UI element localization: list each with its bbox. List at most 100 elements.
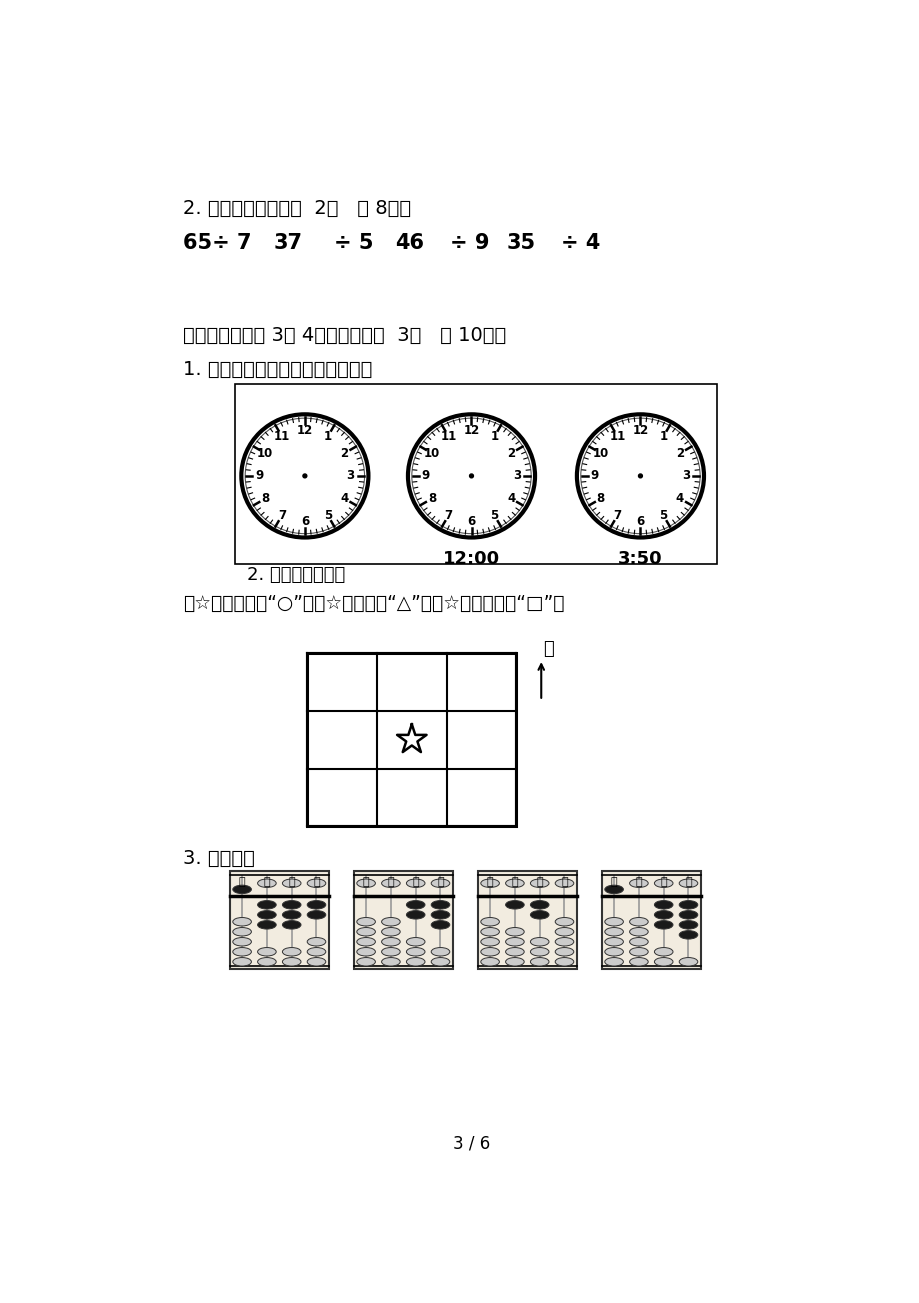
Ellipse shape <box>357 938 375 946</box>
Ellipse shape <box>530 938 549 946</box>
Ellipse shape <box>381 917 400 926</box>
Text: 方: 方 <box>610 877 617 887</box>
Ellipse shape <box>406 900 425 909</box>
Text: 9: 9 <box>255 469 263 482</box>
Text: 12: 12 <box>463 423 479 437</box>
Ellipse shape <box>357 958 375 966</box>
Text: 十: 十 <box>660 877 666 887</box>
Text: 12: 12 <box>631 423 648 437</box>
Ellipse shape <box>629 938 648 946</box>
Ellipse shape <box>576 414 703 538</box>
Text: 1: 1 <box>659 430 666 443</box>
Ellipse shape <box>554 928 573 936</box>
Circle shape <box>469 474 473 478</box>
Bar <box>477 870 576 969</box>
Ellipse shape <box>481 958 499 966</box>
Ellipse shape <box>604 885 623 894</box>
Ellipse shape <box>530 900 549 909</box>
Text: 12: 12 <box>297 423 312 437</box>
Ellipse shape <box>282 880 301 887</box>
Text: 3: 3 <box>681 469 689 482</box>
Text: 北: 北 <box>543 640 554 658</box>
Ellipse shape <box>505 958 524 966</box>
Circle shape <box>302 474 306 478</box>
Text: 5: 5 <box>323 508 332 521</box>
Ellipse shape <box>653 958 673 966</box>
Text: 4: 4 <box>506 493 515 506</box>
Ellipse shape <box>554 880 573 887</box>
Ellipse shape <box>233 958 251 966</box>
Ellipse shape <box>307 911 325 919</box>
Text: 11: 11 <box>608 430 625 443</box>
Text: 4: 4 <box>340 493 348 506</box>
Text: 个: 个 <box>437 877 443 887</box>
Ellipse shape <box>629 917 648 926</box>
Text: 2: 2 <box>340 447 348 460</box>
Ellipse shape <box>381 938 400 946</box>
Text: 3:50: 3:50 <box>618 550 662 568</box>
Ellipse shape <box>678 880 697 887</box>
Ellipse shape <box>505 880 524 887</box>
Ellipse shape <box>233 938 251 946</box>
Ellipse shape <box>431 900 449 909</box>
Text: 7: 7 <box>278 508 286 521</box>
Ellipse shape <box>257 921 276 929</box>
Ellipse shape <box>406 958 425 966</box>
Text: 1: 1 <box>490 430 498 443</box>
Ellipse shape <box>554 958 573 966</box>
Text: 十: 十 <box>412 877 418 887</box>
Text: 十: 十 <box>536 877 542 887</box>
Text: 7: 7 <box>444 508 452 521</box>
Ellipse shape <box>678 930 697 939</box>
Ellipse shape <box>604 947 623 956</box>
Ellipse shape <box>357 917 375 926</box>
Text: 百: 百 <box>387 877 393 887</box>
Text: 2. 用竖式计算（每题  2分   计 8分）: 2. 用竖式计算（每题 2分 计 8分） <box>183 199 411 218</box>
Text: 8: 8 <box>427 493 436 506</box>
Ellipse shape <box>245 418 364 534</box>
Text: 6: 6 <box>467 515 475 528</box>
Ellipse shape <box>554 947 573 956</box>
Text: 百: 百 <box>264 877 270 887</box>
Ellipse shape <box>481 928 499 936</box>
Ellipse shape <box>481 917 499 926</box>
Text: 12:00: 12:00 <box>442 550 500 568</box>
Text: 1. 给下面的钟面画上时针和分针。: 1. 给下面的钟面画上时针和分针。 <box>183 361 372 379</box>
Ellipse shape <box>604 938 623 946</box>
Text: 2: 2 <box>675 447 684 460</box>
Ellipse shape <box>233 917 251 926</box>
Ellipse shape <box>678 911 697 919</box>
Ellipse shape <box>282 921 301 929</box>
Ellipse shape <box>653 880 673 887</box>
Ellipse shape <box>233 928 251 936</box>
Ellipse shape <box>381 880 400 887</box>
Text: 2. 按要求画图形。: 2. 按要求画图形。 <box>246 566 345 584</box>
Ellipse shape <box>604 917 623 926</box>
Ellipse shape <box>431 880 449 887</box>
Text: 十: 十 <box>288 877 295 887</box>
Ellipse shape <box>307 938 325 946</box>
Ellipse shape <box>629 958 648 966</box>
Ellipse shape <box>381 958 400 966</box>
Text: 方: 方 <box>362 877 369 887</box>
Ellipse shape <box>257 900 276 909</box>
Ellipse shape <box>653 921 673 929</box>
Text: 46: 46 <box>395 233 424 253</box>
Ellipse shape <box>282 947 301 956</box>
Ellipse shape <box>653 911 673 919</box>
Ellipse shape <box>629 947 648 956</box>
Ellipse shape <box>406 947 425 956</box>
Ellipse shape <box>678 958 697 966</box>
Text: 5: 5 <box>490 508 498 521</box>
Ellipse shape <box>257 947 276 956</box>
Ellipse shape <box>282 958 301 966</box>
Text: 四、操作题（第 3题 4分，其余每题  3分   计 10分）: 四、操作题（第 3题 4分，其余每题 3分 计 10分） <box>183 326 505 345</box>
Ellipse shape <box>653 900 673 909</box>
Circle shape <box>638 474 641 478</box>
Ellipse shape <box>530 911 549 919</box>
Ellipse shape <box>431 947 449 956</box>
Text: 在☆的东南面画“○”；在☆的西面画“△”；在☆的西北面画“□”。: 在☆的东南面画“○”；在☆的西面画“△”；在☆的西北面画“□”。 <box>183 594 564 612</box>
Ellipse shape <box>481 947 499 956</box>
Ellipse shape <box>554 917 573 926</box>
Ellipse shape <box>282 911 301 919</box>
